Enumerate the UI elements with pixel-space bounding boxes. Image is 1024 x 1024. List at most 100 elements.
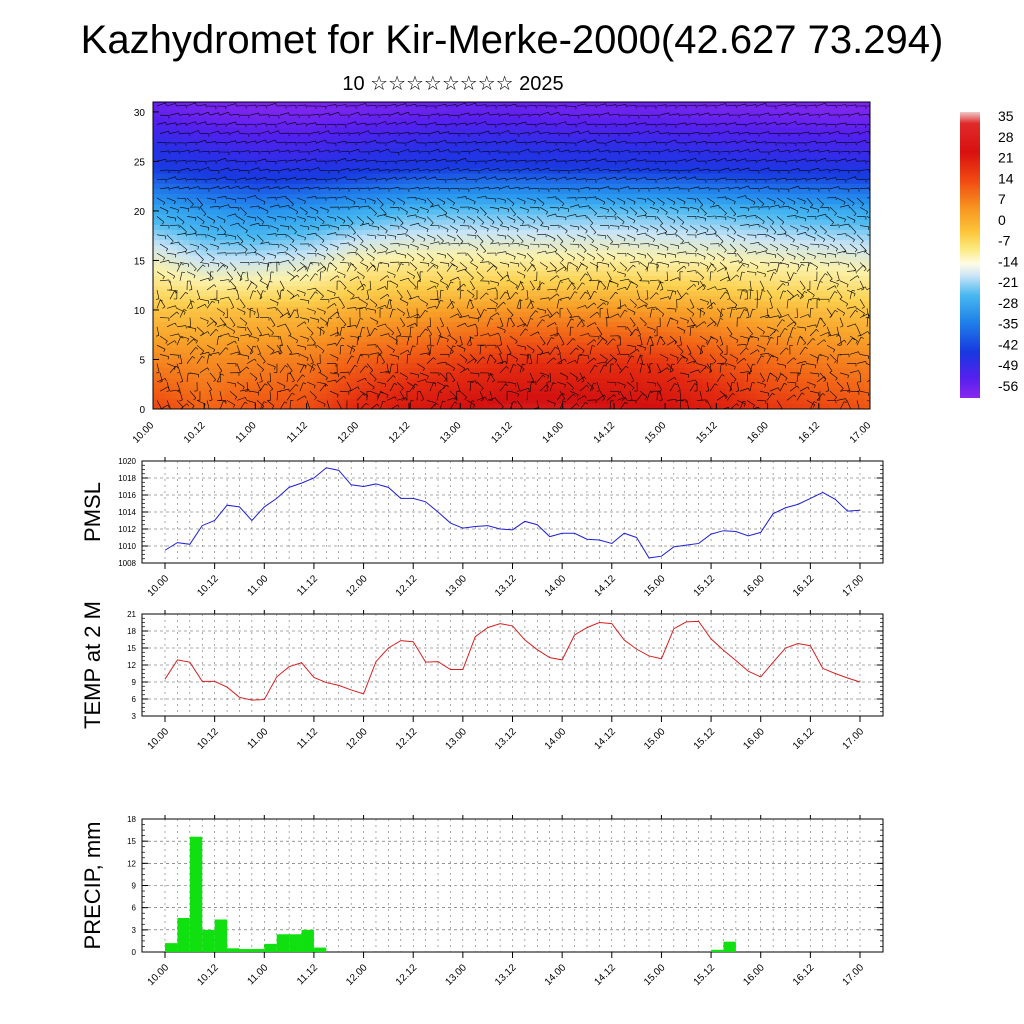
temperature-cell bbox=[218, 122, 226, 129]
temperature-cell bbox=[320, 260, 327, 267]
temperature-cell bbox=[302, 142, 309, 149]
temperature-cell bbox=[595, 255, 602, 262]
temperature-cell bbox=[601, 204, 608, 211]
temperature-cell bbox=[660, 209, 668, 216]
temperature-cell bbox=[720, 107, 728, 113]
temperature-cell bbox=[648, 168, 656, 175]
temperature-cell bbox=[804, 107, 811, 113]
temperature-cell bbox=[182, 296, 190, 303]
temperature-cell bbox=[439, 250, 447, 257]
temperature-cell bbox=[499, 255, 507, 262]
temperature-cell bbox=[392, 291, 399, 298]
temperature-cell bbox=[768, 229, 775, 236]
temperature-cell bbox=[559, 214, 566, 221]
temperature-cell bbox=[774, 214, 781, 221]
temperature-cell bbox=[702, 153, 710, 159]
temperature-cell bbox=[314, 229, 321, 236]
temperature-cell bbox=[338, 306, 345, 313]
temperature-cell bbox=[571, 286, 578, 292]
temperature-cell bbox=[230, 142, 238, 149]
temperature-cell bbox=[523, 112, 531, 118]
temperature-cell bbox=[266, 188, 274, 195]
temperature-cell bbox=[786, 306, 793, 313]
temperature-cell bbox=[427, 214, 435, 221]
temperature-cell bbox=[636, 255, 644, 262]
temperature-cell bbox=[356, 158, 363, 164]
temperature-cell bbox=[678, 148, 686, 154]
temperature-cell bbox=[822, 102, 829, 108]
temperature-cell bbox=[553, 250, 560, 257]
temperature-cell bbox=[840, 229, 847, 236]
temperature-cell bbox=[164, 209, 172, 216]
temperature-cell bbox=[625, 122, 632, 129]
temperature-cell bbox=[457, 199, 465, 205]
temperature-cell bbox=[613, 306, 620, 313]
temperature-cell bbox=[720, 142, 728, 149]
temperature-cell bbox=[732, 255, 740, 262]
temperature-cell bbox=[427, 122, 435, 129]
temperature-cell bbox=[654, 270, 662, 277]
temperature-cell bbox=[690, 209, 698, 216]
temperature-cell bbox=[666, 255, 674, 262]
temperature-cell bbox=[463, 102, 471, 108]
temperature-cell bbox=[374, 286, 381, 292]
temperature-cell bbox=[463, 148, 471, 154]
temperature-cell bbox=[469, 178, 477, 185]
temperature-cell bbox=[678, 158, 686, 164]
temperature-cell bbox=[523, 301, 531, 308]
temperature-cell bbox=[798, 270, 805, 277]
temperature-cell bbox=[415, 142, 423, 149]
temperature-cell bbox=[822, 178, 829, 185]
temperature-cell bbox=[278, 240, 286, 246]
temperature-cell bbox=[595, 286, 602, 292]
temperature-cell bbox=[810, 173, 817, 180]
temperature-cell bbox=[427, 265, 435, 272]
temperature-cell bbox=[601, 194, 608, 200]
temperature-cell bbox=[559, 286, 566, 292]
temperature-cell bbox=[481, 153, 489, 159]
temperature-cell bbox=[660, 235, 668, 241]
temperature-cell bbox=[738, 122, 746, 129]
temperature-cell bbox=[194, 173, 202, 180]
temperature-cell bbox=[678, 163, 686, 170]
temperature-cell bbox=[690, 112, 698, 118]
temperature-cell bbox=[451, 173, 459, 180]
temperature-cell bbox=[427, 229, 435, 236]
temperature-cell bbox=[631, 127, 638, 134]
temperature-cell bbox=[648, 107, 656, 113]
temperature-cell bbox=[708, 122, 716, 129]
temperature-cell bbox=[571, 214, 578, 221]
temperature-cell bbox=[374, 122, 381, 129]
temperature-cell bbox=[541, 235, 548, 241]
temperature-cell bbox=[529, 209, 536, 216]
temperature-cell bbox=[493, 275, 501, 282]
temperature-cell bbox=[224, 291, 232, 298]
temperature-cell bbox=[505, 245, 513, 251]
temperature-cell bbox=[678, 102, 686, 108]
temperature-cell bbox=[308, 158, 315, 164]
temperature-cell bbox=[266, 270, 274, 277]
temperature-cell bbox=[427, 286, 435, 292]
temperature-cell bbox=[553, 183, 560, 190]
temperature-cell bbox=[493, 107, 501, 113]
temperature-cell bbox=[481, 219, 489, 226]
temperature-cell bbox=[344, 235, 351, 241]
temperature-cell bbox=[816, 199, 823, 205]
temperature-cell bbox=[613, 275, 620, 282]
temperature-cell bbox=[487, 137, 495, 144]
temperature-cell bbox=[756, 286, 764, 292]
temperature-cell bbox=[720, 173, 728, 180]
temperature-cell bbox=[439, 270, 447, 277]
temperature-cell bbox=[535, 188, 542, 195]
temperature-cell bbox=[236, 270, 244, 277]
temperature-cell bbox=[176, 281, 184, 287]
temperature-cell bbox=[164, 132, 172, 139]
temperature-cell bbox=[427, 132, 435, 139]
temperature-cell bbox=[439, 306, 447, 313]
temperature-cell bbox=[846, 270, 853, 277]
temperature-cell bbox=[493, 127, 501, 134]
temperature-cell bbox=[565, 132, 572, 139]
temperature-cell bbox=[248, 178, 256, 185]
temperature-cell bbox=[786, 250, 793, 257]
temperature-cell bbox=[362, 296, 369, 303]
